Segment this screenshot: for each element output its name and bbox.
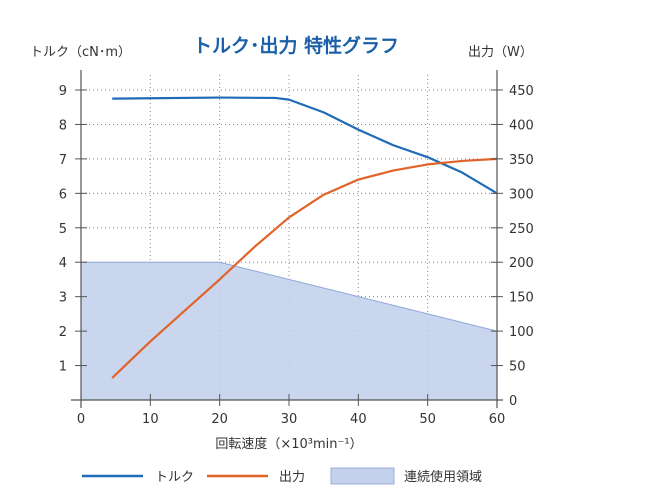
y-right-tick-label: 400 [509, 118, 534, 133]
y-right-tick-label: 250 [509, 222, 534, 237]
y-left-tick-label: 1 [59, 360, 67, 375]
x-tick-label: 60 [489, 412, 506, 427]
y-left-tick-label: 8 [59, 118, 67, 133]
y-right-tick-label: 350 [509, 153, 534, 168]
y-right-tick-label: 200 [509, 256, 534, 271]
legend-label-continuous: 連続使用領域 [404, 469, 482, 485]
y-left-tick-label: 7 [59, 153, 67, 168]
y-right-tick-label: 150 [509, 291, 534, 306]
chart-title: トルク･出力 特性グラフ [193, 34, 399, 57]
legend-label-output: 出力 [279, 470, 305, 485]
y-right-tick-label: 450 [509, 84, 534, 99]
y-left-tick-label: 6 [59, 187, 67, 202]
x-tick-label: 0 [77, 412, 85, 427]
x-tick-label: 30 [281, 412, 298, 427]
output-line [111, 157, 498, 379]
y-left-tick-label: 2 [59, 325, 67, 340]
legend: トルク 出力 連続使用領域 [82, 467, 482, 485]
y-right-tick-label: 300 [509, 187, 534, 202]
y-right-tick-label: 0 [509, 394, 517, 409]
y-left-tick-label: 5 [59, 222, 67, 237]
x-tick-label: 10 [142, 412, 159, 427]
continuous-use-area [80, 261, 498, 401]
y-left-label: トルク（cN･m） [30, 45, 131, 60]
torque-line [112, 96, 498, 195]
y-right-label: 出力（W） [468, 45, 533, 60]
y-left-tick-label: 9 [59, 84, 67, 99]
legend-swatch-continuous [330, 467, 395, 485]
y-left-tick-label: 4 [59, 256, 67, 271]
legend-label-torque: トルク [155, 470, 194, 485]
y-right-tick-label: 50 [509, 360, 526, 375]
x-axis-label: 回転速度（×10³min⁻¹） [215, 436, 362, 452]
y-left-tick-label: 3 [59, 291, 67, 306]
y-right-tick-label: 100 [509, 325, 534, 340]
x-tick-label: 50 [419, 412, 436, 427]
x-tick-label: 40 [350, 412, 367, 427]
x-tick-label: 20 [211, 412, 228, 427]
